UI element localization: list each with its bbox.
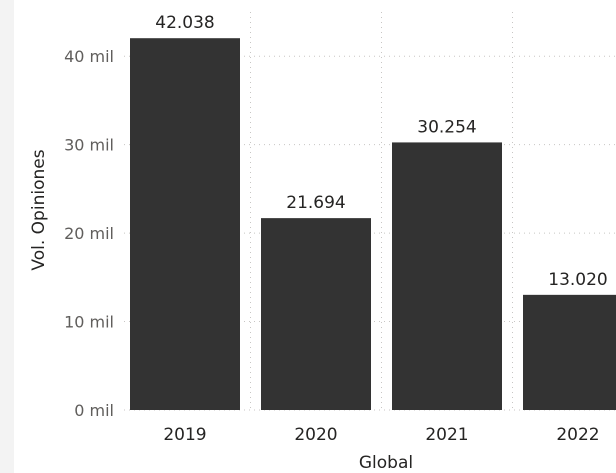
x-tick-label: 2022 xyxy=(556,425,599,445)
y-tick-label: 40 mil xyxy=(64,47,114,66)
x-axis: 2019 2020 2021 2022 xyxy=(163,425,599,445)
x-tick-label: 2019 xyxy=(163,425,206,445)
x-tick-label: 2020 xyxy=(294,425,337,445)
y-tick-label: 30 mil xyxy=(64,136,114,155)
y-tick-label: 20 mil xyxy=(64,224,114,243)
data-label: 42.038 xyxy=(155,13,214,33)
bars xyxy=(130,38,616,411)
bar[interactable] xyxy=(130,38,240,411)
bar[interactable] xyxy=(261,218,371,410)
y-axis-title: Vol. Opiniones xyxy=(29,149,49,270)
data-labels: 42.038 21.694 30.254 13.020 xyxy=(155,13,607,290)
bar[interactable] xyxy=(523,294,616,410)
y-tick-label: 0 mil xyxy=(74,401,114,420)
data-label: 13.020 xyxy=(548,270,607,290)
bar[interactable] xyxy=(392,142,502,411)
x-tick-label: 2021 xyxy=(425,425,468,445)
y-tick-label: 10 mil xyxy=(64,313,114,332)
y-axis: 0 mil 10 mil 20 mil 30 mil 40 mil xyxy=(64,47,114,420)
left-panel-strip xyxy=(0,0,14,473)
data-label: 21.694 xyxy=(286,193,345,213)
data-label: 30.254 xyxy=(417,117,476,137)
x-axis-title: Global xyxy=(359,453,413,473)
